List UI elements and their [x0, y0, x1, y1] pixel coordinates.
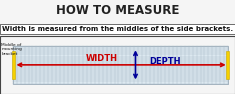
Text: WIDTH: WIDTH: [86, 54, 118, 63]
Text: HOW TO MEASURE: HOW TO MEASURE: [56, 3, 179, 17]
Bar: [13, 46, 228, 83]
Text: DEPTH: DEPTH: [150, 57, 181, 66]
Bar: [226, 51, 229, 79]
Bar: [12, 51, 15, 79]
Text: Middle of
mounting
bracket: Middle of mounting bracket: [1, 43, 22, 56]
Text: Width is measured from the middles of the side brackets.: Width is measured from the middles of th…: [2, 26, 233, 32]
